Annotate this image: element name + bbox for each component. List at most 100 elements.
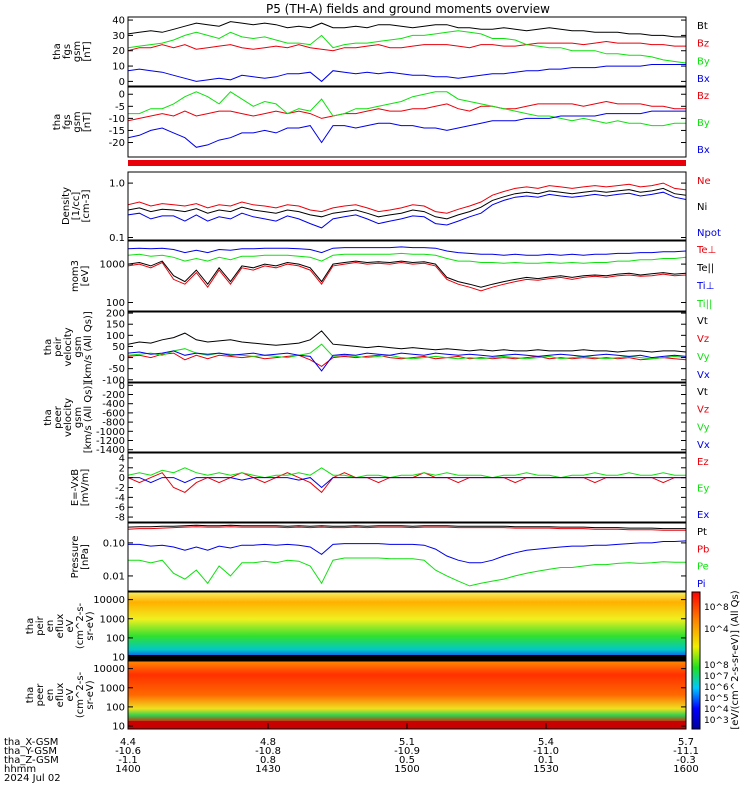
y-axis-label-line: [nPa] bbox=[80, 544, 91, 570]
legend-entry: Ey bbox=[697, 484, 709, 495]
panel-7: 420-2-4-6-8 E=-VxB [mV/m] Ez Ey Ex bbox=[70, 452, 709, 524]
ytick-label: 10 bbox=[112, 653, 125, 664]
ytick-label: -8 bbox=[115, 513, 125, 524]
ytick-label: -400 bbox=[102, 399, 125, 410]
y-axis-label: tha peer en eflux eV (cm^2-s-sr-eV) bbox=[25, 671, 96, 718]
xaxis-row-value: 4.8 bbox=[260, 737, 276, 748]
y-axis-label: tha peir velocity gsm [km/s (All Qs)] bbox=[43, 311, 94, 383]
colorbar-tick-label: 10^7 bbox=[704, 672, 729, 682]
y-axis-label-line: tha bbox=[43, 339, 54, 355]
ytick-label: -1400 bbox=[96, 445, 125, 456]
ytick-label: -50 bbox=[109, 364, 125, 375]
figure-title: P5 (TH-A) fields and ground moments over… bbox=[266, 2, 550, 16]
spectrogram-fill bbox=[128, 592, 686, 660]
ytick-label: 10000 bbox=[93, 664, 125, 675]
y-axis-label-line: en bbox=[45, 620, 56, 633]
y-axis-label-line: tha bbox=[43, 409, 54, 425]
ytick-label: 0.01 bbox=[103, 571, 125, 582]
ytick-label: -100 bbox=[102, 375, 125, 386]
y-axis-label-line: [mV/m] bbox=[80, 469, 91, 507]
series-line-npot-p3 bbox=[128, 191, 686, 229]
xaxis-row-value: -10.9 bbox=[394, 746, 420, 757]
y-axis-label-line: tha bbox=[52, 43, 63, 59]
y-axis-label-line: tha bbox=[52, 114, 63, 130]
ytick-label: 0 bbox=[119, 90, 125, 101]
xaxis-row-value: 1600 bbox=[673, 764, 698, 775]
y-axis-label-line: Pressure bbox=[70, 536, 81, 579]
colorbar-tick-label: 10^5 bbox=[704, 694, 729, 704]
ytick-label: -1000 bbox=[96, 427, 125, 438]
legend-entry: Pt bbox=[697, 527, 707, 538]
legend-entry: Vx bbox=[697, 370, 710, 381]
panel-1: 40 30 20 10 0 tha fgs gsm [nT] Bt Bz By Bx bbox=[52, 16, 710, 88]
y-axis-label: E=-VxB [mV/m] bbox=[70, 469, 91, 507]
y-axis-label-line: [nT] bbox=[82, 41, 93, 61]
legend-entry: Bx bbox=[697, 145, 710, 156]
xaxis-row-value: 5.4 bbox=[538, 737, 554, 748]
ytick-label: 100 bbox=[106, 298, 125, 309]
y-axis-label-line: peir bbox=[35, 615, 46, 635]
legend-entry: Pb bbox=[697, 544, 709, 555]
xaxis-row-value: 4.4 bbox=[120, 737, 136, 748]
legend-entry: Ni bbox=[697, 202, 707, 213]
ytick-label: -5 bbox=[115, 102, 125, 113]
legend-entry: Vy bbox=[697, 352, 710, 363]
ytick-label: 0 bbox=[119, 77, 125, 88]
xaxis-row-value: 5.7 bbox=[678, 737, 694, 748]
series-line-vx-p5 bbox=[128, 350, 686, 372]
colorbar-tick-label: 10^8 bbox=[704, 661, 729, 671]
colorbar-tick-label: 10^4 bbox=[704, 625, 729, 635]
y-axis-label-line: peir bbox=[53, 336, 64, 356]
legend-entry: By bbox=[697, 56, 710, 67]
panel-frame bbox=[127, 311, 687, 383]
ytick-label: -800 bbox=[102, 418, 125, 429]
legend-entry: Vz bbox=[697, 334, 709, 345]
legend-entry: Bz bbox=[697, 39, 709, 50]
legend-entry: Npot bbox=[697, 228, 721, 239]
panel-4: 1000 100 mom3 [eV] Te⊥ Te|| Ti⊥ Ti|| bbox=[70, 240, 716, 312]
legend-entry: Ex bbox=[697, 510, 709, 521]
y-axis-label-line: peer bbox=[53, 405, 64, 429]
panel-frame bbox=[127, 240, 687, 312]
panel-frame bbox=[127, 591, 687, 661]
series-line-by-p2 bbox=[128, 91, 686, 127]
y-axis-label: Density [1/cc] [cm-3] bbox=[61, 187, 92, 225]
panel-frame bbox=[127, 16, 687, 87]
ytick-label: 100 bbox=[106, 331, 125, 342]
panel-10: 10000 1000 100 10 tha peer en eflux eV (cm^2-s-sr… bbox=[25, 660, 687, 733]
series-line-ti-p4 bbox=[128, 252, 686, 264]
ytick-label: 0 bbox=[119, 353, 125, 364]
legend-entry: Bx bbox=[697, 74, 710, 85]
y-axis-label-line: sr-eV) bbox=[85, 611, 96, 640]
series-line-by-p1 bbox=[128, 30, 686, 64]
colorbar-strip bbox=[691, 591, 701, 730]
y-axis-label-line: eV bbox=[65, 619, 76, 632]
y-axis-label-line: fgs bbox=[62, 44, 73, 59]
ytick-label: -2 bbox=[115, 483, 125, 494]
series-line-bx-p2 bbox=[128, 110, 686, 148]
xaxis-row-value: 1430 bbox=[255, 764, 280, 775]
xaxis-row-value: 1530 bbox=[533, 764, 558, 775]
legend-entry: Bt bbox=[697, 21, 708, 32]
xaxis-row-value: -10.6 bbox=[115, 746, 141, 757]
spectrogram bbox=[128, 592, 686, 660]
ytick-label: 0.10 bbox=[103, 538, 125, 549]
spectrogram bbox=[128, 661, 686, 729]
series-line-bz-p2 bbox=[128, 100, 686, 122]
colorbar: 10^810^410^810^710^610^510^410^3 [eV/(cm^… bbox=[691, 590, 741, 730]
y-axis-label-line: velocity bbox=[63, 327, 74, 366]
ytick-label: 10 bbox=[112, 722, 125, 733]
ytick-label: 100 bbox=[106, 633, 125, 644]
spectrogram-bottom-band bbox=[128, 655, 686, 660]
y-axis-label-line: sr-eV) bbox=[85, 680, 96, 709]
legend-entry: By bbox=[697, 118, 710, 129]
xaxis-row-value: -0.3 bbox=[676, 755, 696, 766]
xaxis-row-value: -1.1 bbox=[118, 755, 138, 766]
ytick-label: -1200 bbox=[96, 436, 125, 447]
ytick-label: 30 bbox=[112, 31, 125, 42]
ytick-label: 0 bbox=[119, 381, 125, 392]
y-axis-label: tha fgs gsm [nT] bbox=[52, 111, 93, 132]
legend-entry: Vx bbox=[697, 440, 710, 451]
